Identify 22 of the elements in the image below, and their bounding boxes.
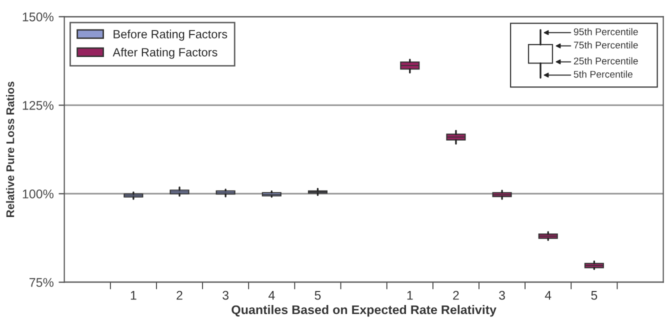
x-tick-label: 5 bbox=[591, 291, 598, 300]
y-tick-label: 150% bbox=[22, 12, 54, 22]
y-tick-label: 100% bbox=[22, 190, 54, 198]
x-tick-label: 2 bbox=[176, 290, 182, 300]
annotation: 95th Percentile bbox=[574, 28, 638, 36]
x-tick-label: 1 bbox=[130, 291, 136, 300]
x-tick-label: 4 bbox=[544, 291, 552, 300]
x-tick-label: 2 bbox=[453, 290, 459, 300]
y-tick-label: 75% bbox=[30, 278, 54, 287]
x-tick-label: 5 bbox=[314, 291, 321, 300]
annotation: 25th Percentile bbox=[574, 57, 638, 64]
y-tick-label: 125% bbox=[22, 101, 54, 110]
y-axis-title: Relative Pure Loss Ratios bbox=[6, 82, 14, 217]
annotation: 75th Percentile bbox=[574, 41, 638, 49]
x-tick-label: 3 bbox=[499, 290, 505, 300]
annotation: 5th Percentile bbox=[574, 70, 632, 78]
x-tick-label: 1 bbox=[407, 291, 413, 300]
legend-label: After Rating Factors bbox=[112, 48, 218, 59]
x-tick-label: 4 bbox=[268, 291, 275, 300]
x-tick-label: 3 bbox=[222, 290, 229, 300]
legend-label: Before Rating Factors bbox=[114, 30, 228, 41]
x-axis-title: Quantiles Based on Expected Rate Relativity bbox=[232, 304, 496, 317]
